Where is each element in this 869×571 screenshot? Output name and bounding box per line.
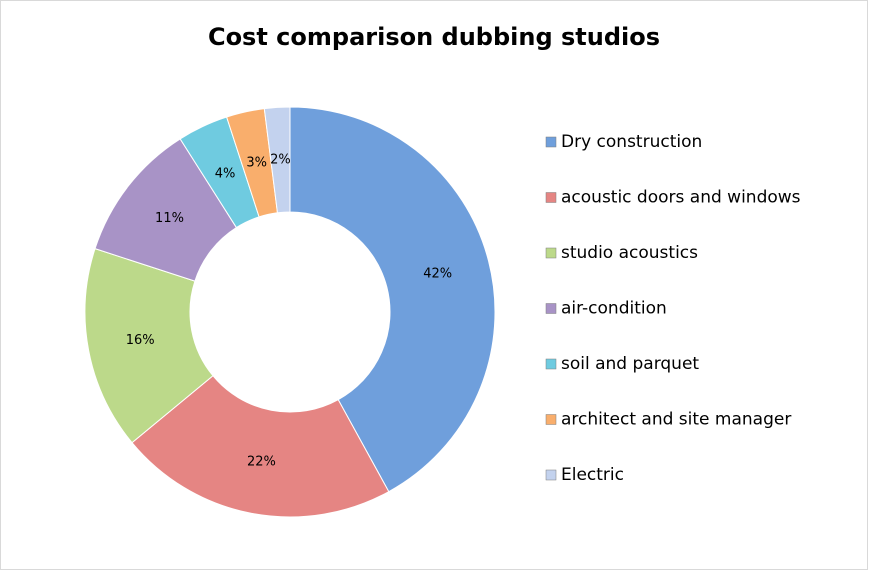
data-label: 4% (215, 167, 236, 182)
legend-swatch (545, 414, 557, 425)
legend-label: architect and site manager (561, 410, 791, 430)
slice (263, 106, 291, 214)
legend-label: Electric (561, 465, 624, 485)
chart-title: Cost comparison dubbing studios (208, 23, 660, 51)
slice (84, 248, 214, 444)
legend-label: soil and parquet (561, 354, 699, 374)
legend-label: Dry construction (561, 132, 702, 152)
legend-swatch (545, 247, 557, 259)
data-label: 2% (270, 152, 291, 167)
legend: Dry construction acoustic doors and windo… (545, 132, 801, 485)
legend-label: studio acoustics (561, 243, 698, 263)
plot: 42% 22% 16% 11% 4% 3% 2% (84, 106, 496, 518)
legend-swatch (545, 136, 557, 148)
slice (131, 375, 390, 518)
legend-swatch (545, 303, 557, 314)
data-label: 42% (423, 267, 452, 282)
legend-label: air-condition (561, 299, 667, 319)
legend-label: acoustic doors and windows (561, 188, 801, 208)
slice (289, 106, 496, 493)
data-label: 3% (246, 156, 267, 171)
legend-swatch (545, 192, 557, 203)
legend-swatch (545, 358, 557, 370)
legend-swatch (545, 469, 557, 481)
data-label: 22% (247, 454, 276, 469)
data-label: 16% (126, 333, 155, 348)
data-label: 11% (155, 211, 184, 226)
